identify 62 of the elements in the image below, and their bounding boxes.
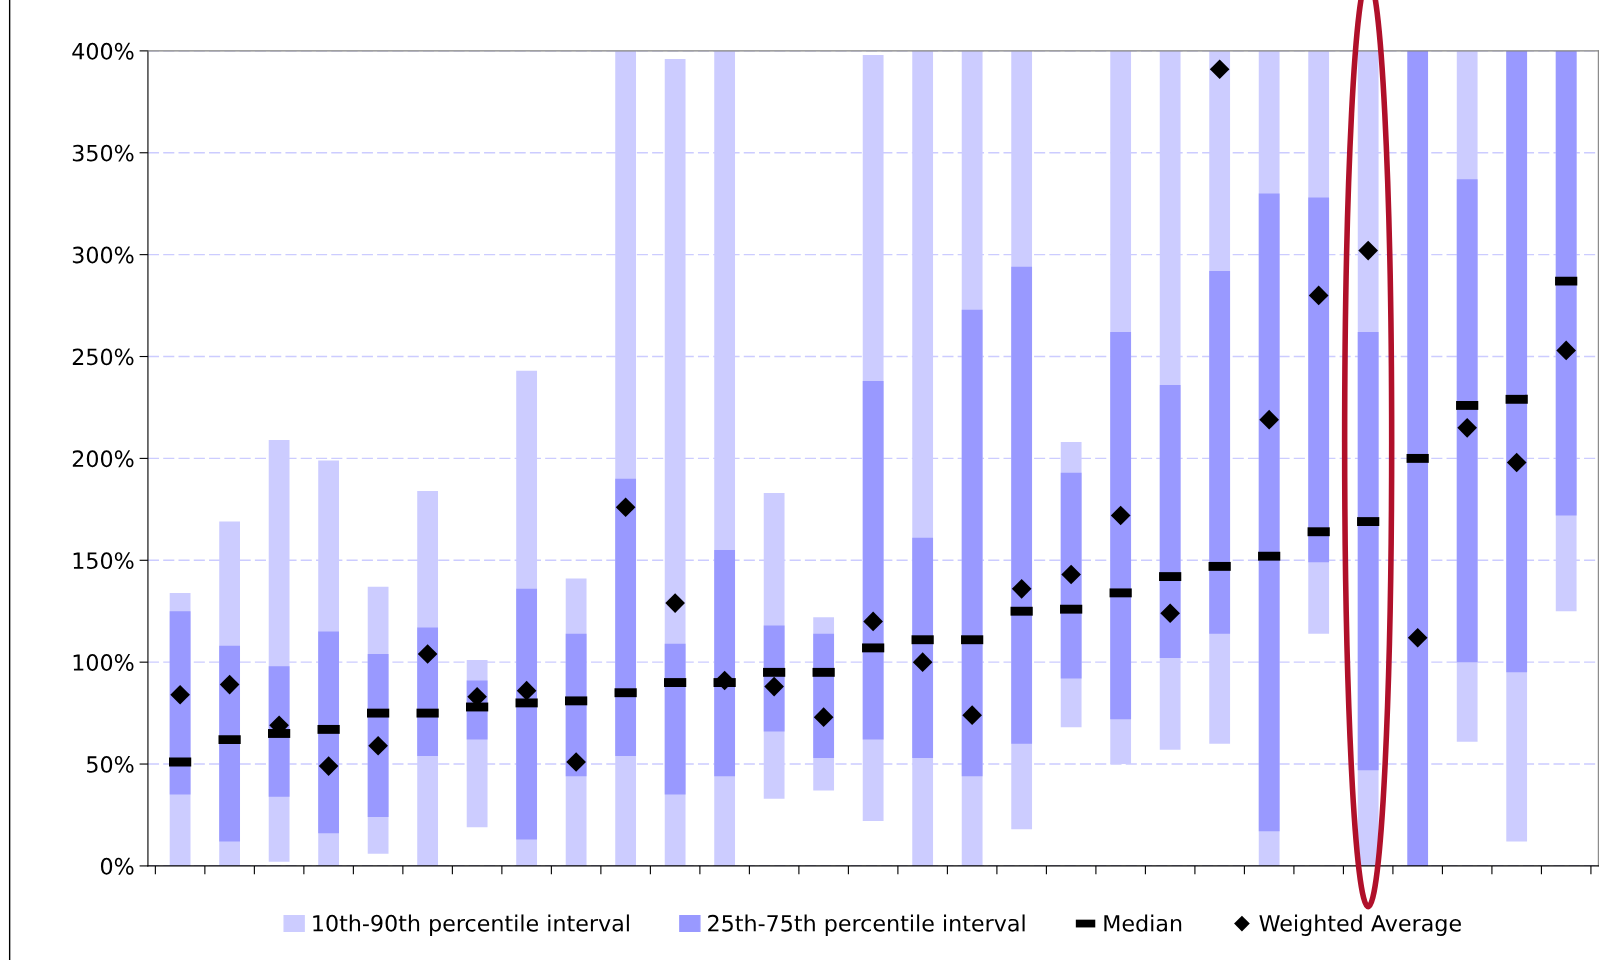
y-tick-label: 400% xyxy=(72,42,134,60)
point xyxy=(863,611,883,632)
bar xyxy=(714,550,736,777)
y-tick-label: 250% xyxy=(72,348,134,366)
legend-label: Median xyxy=(1104,914,1182,932)
point xyxy=(764,676,784,697)
y-tick-label: 350% xyxy=(72,144,134,162)
point xyxy=(1209,59,1230,80)
y-tick-label: 150% xyxy=(73,552,134,570)
bar xyxy=(1555,50,1577,516)
bar xyxy=(1456,179,1478,663)
point xyxy=(219,674,240,695)
point xyxy=(813,707,834,727)
bar xyxy=(1110,332,1132,720)
point xyxy=(318,756,339,776)
point xyxy=(1110,505,1131,526)
bar xyxy=(219,645,241,842)
bar xyxy=(318,631,340,834)
bar xyxy=(1209,270,1231,634)
bar xyxy=(615,478,637,756)
bar xyxy=(1407,50,1429,866)
point xyxy=(1061,564,1081,585)
bar xyxy=(1011,266,1033,744)
point xyxy=(665,593,685,613)
bar xyxy=(961,309,983,777)
y-tick-label: 100% xyxy=(73,654,134,671)
y-tick-label: 50% xyxy=(87,755,134,773)
y-tick-label: 0% xyxy=(100,857,134,875)
point xyxy=(1506,452,1527,473)
bar xyxy=(1258,193,1280,832)
point xyxy=(1457,418,1477,438)
point xyxy=(1011,578,1032,599)
point xyxy=(714,670,735,691)
bar xyxy=(862,380,884,740)
bar xyxy=(912,537,934,758)
legend-label: 25th-75th percentile interval xyxy=(708,914,1025,936)
bar xyxy=(1506,50,1528,673)
bar xyxy=(664,643,686,795)
point xyxy=(1259,409,1279,430)
point xyxy=(912,652,933,672)
point xyxy=(368,735,388,756)
point xyxy=(962,705,982,725)
legend-label: Weighted Average xyxy=(1259,914,1461,936)
point xyxy=(1308,285,1329,306)
bar xyxy=(1159,385,1181,659)
point xyxy=(516,680,537,701)
point xyxy=(1556,340,1576,361)
point xyxy=(566,752,586,772)
bar xyxy=(169,611,191,795)
y-tick-label: 300% xyxy=(72,246,134,264)
point xyxy=(615,497,636,518)
point xyxy=(1160,603,1180,624)
bar xyxy=(516,588,538,840)
point xyxy=(417,644,438,664)
point xyxy=(1407,627,1428,648)
legend-label: 10th-90th percentile interval xyxy=(313,914,629,936)
bar xyxy=(1308,197,1330,563)
point xyxy=(170,684,190,705)
bar xyxy=(1060,472,1082,679)
point xyxy=(1358,240,1378,261)
y-tick-label: 200% xyxy=(72,450,134,468)
bar xyxy=(1357,332,1379,771)
